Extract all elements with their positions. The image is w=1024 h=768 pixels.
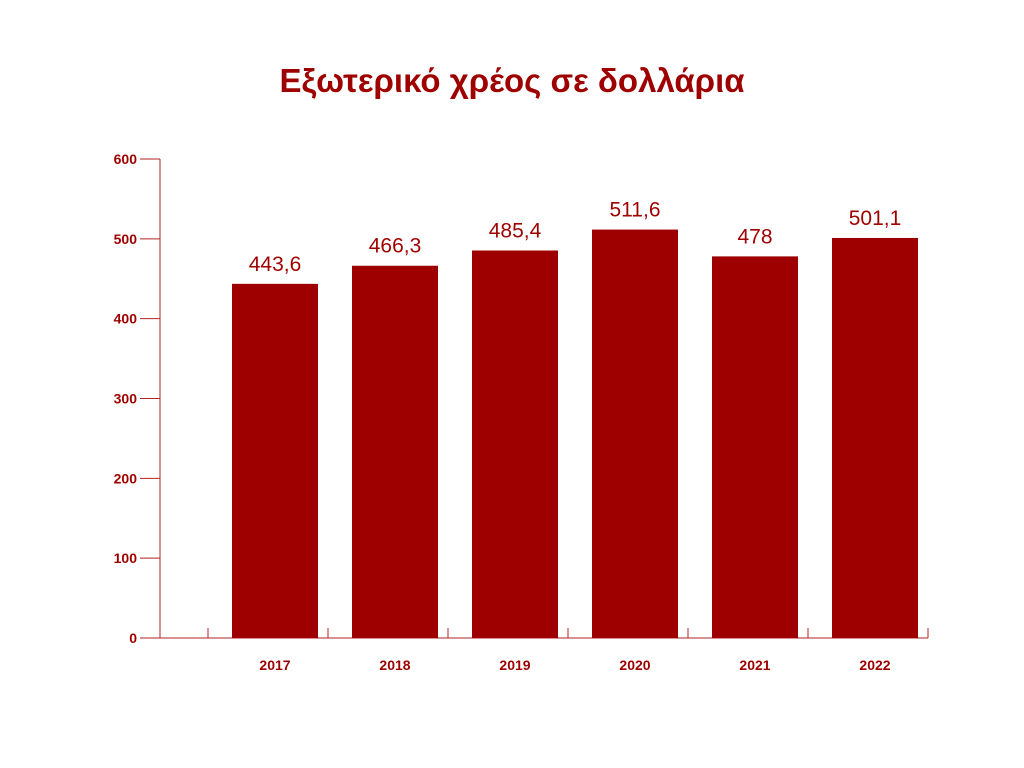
data-label-2017: 443,6: [249, 253, 302, 276]
bar-2017: [232, 283, 318, 638]
data-label-2021: 478: [737, 225, 772, 248]
x-tick-label-2018: 2018: [379, 657, 410, 673]
bar-2022: [832, 237, 918, 638]
y-tick-label: 300: [114, 391, 138, 407]
x-tick-label-2019: 2019: [499, 657, 530, 673]
data-label-2020: 511,6: [610, 199, 661, 222]
bar-2020: [592, 229, 678, 638]
y-tick-label: 100: [114, 550, 138, 566]
x-tick-label-2017: 2017: [259, 657, 290, 673]
y-tick-label: 200: [114, 470, 138, 486]
x-tick-label-2021: 2021: [739, 657, 770, 673]
x-tick-label-2020: 2020: [619, 657, 650, 673]
y-tick-label: 600: [114, 151, 138, 167]
y-tick-label: 400: [114, 311, 138, 327]
data-label-2019: 485,4: [489, 219, 542, 242]
data-label-2022: 501,1: [849, 207, 902, 230]
bar-2019: [472, 250, 558, 638]
y-tick-label: 0: [129, 630, 137, 646]
y-tick-label: 500: [114, 231, 138, 247]
x-tick-label-2022: 2022: [859, 657, 890, 673]
data-label-2018: 466,3: [369, 235, 422, 258]
chart-title: Εξωτερικό χρέος σε δολλάρια: [279, 62, 745, 99]
bar-2021: [712, 256, 798, 638]
bar-2018: [352, 265, 438, 638]
